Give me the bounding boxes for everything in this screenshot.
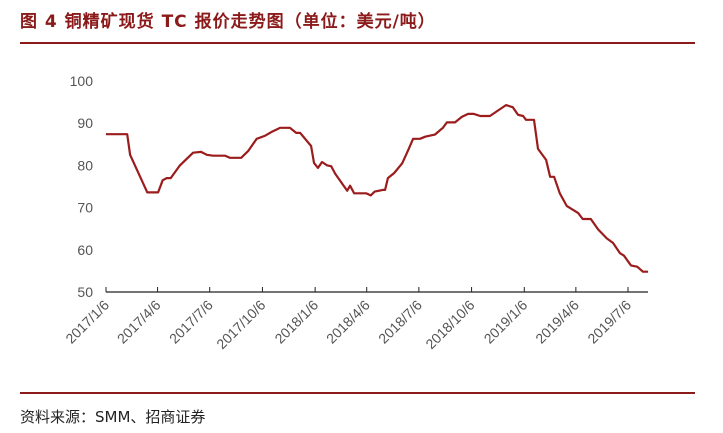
x-tick-label: 2017/1/6 bbox=[62, 297, 112, 347]
x-tick-label: 2017/4/6 bbox=[114, 297, 164, 347]
y-tick-label: 100 bbox=[70, 73, 94, 89]
x-tick-label: 2019/1/6 bbox=[481, 297, 531, 347]
x-tick-label: 2018/10/6 bbox=[422, 297, 478, 353]
x-tick-label: 2018/1/6 bbox=[271, 297, 321, 347]
bottom-divider bbox=[20, 392, 695, 394]
x-tick-label: 2018/7/6 bbox=[375, 297, 425, 347]
x-tick-label: 2019/4/6 bbox=[532, 297, 582, 347]
y-tick-label: 70 bbox=[77, 200, 93, 216]
tc-price-line bbox=[106, 104, 649, 273]
x-tick-label: 2019/7/6 bbox=[584, 297, 634, 347]
y-tick-label: 60 bbox=[77, 242, 93, 258]
x-tick-label: 2017/10/6 bbox=[213, 297, 269, 353]
chart-title: 图 4 铜精矿现货 TC 报价走势图（单位：美元/吨） bbox=[20, 12, 436, 32]
x-tick-label: 2018/4/6 bbox=[323, 297, 373, 347]
top-divider bbox=[20, 42, 695, 44]
y-tick-label: 90 bbox=[77, 115, 93, 131]
source-note: 资料来源：SMM、招商证券 bbox=[20, 408, 206, 426]
x-tick-label: 2017/7/6 bbox=[166, 297, 216, 347]
y-tick-label: 50 bbox=[77, 284, 93, 300]
y-tick-label: 80 bbox=[77, 157, 93, 173]
